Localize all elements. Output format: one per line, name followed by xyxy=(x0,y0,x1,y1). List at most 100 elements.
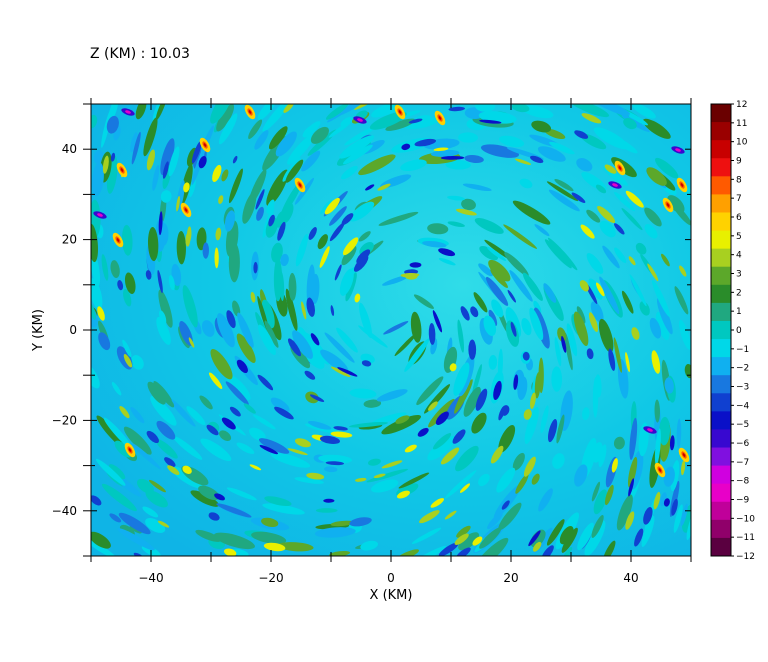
colorbar-segment xyxy=(711,284,731,304)
field-streak xyxy=(122,339,132,358)
field-streak xyxy=(96,415,127,449)
field-streak xyxy=(632,104,656,119)
field-core xyxy=(444,510,457,520)
colorbar-label: 2 xyxy=(736,288,742,298)
colorbar-label: 3 xyxy=(736,270,742,280)
field-core xyxy=(341,213,354,225)
colorbar-segment xyxy=(711,501,731,521)
field-streak xyxy=(404,338,430,372)
field-core xyxy=(507,289,517,303)
field-core xyxy=(162,161,169,179)
field-core xyxy=(513,374,519,390)
colorbar-label: −8 xyxy=(736,477,750,487)
colorbar-segment xyxy=(711,357,731,376)
field-streak xyxy=(457,319,465,353)
y-tick-label: 0 xyxy=(69,323,77,337)
field-core xyxy=(183,182,190,193)
field-core xyxy=(523,409,532,420)
field-streak xyxy=(158,289,173,328)
field-streak xyxy=(190,490,219,507)
field-core xyxy=(309,394,325,402)
colorbar-label: 10 xyxy=(736,138,748,148)
field-streak xyxy=(142,506,159,518)
field-streak xyxy=(118,512,151,535)
field-streak xyxy=(243,403,256,414)
field-peak xyxy=(438,116,442,120)
colorbar-label: 12 xyxy=(736,100,747,110)
field-core xyxy=(679,265,687,277)
field-streak xyxy=(123,288,132,307)
field-core xyxy=(167,465,180,475)
field-streak xyxy=(512,200,551,225)
field-streak xyxy=(270,452,311,468)
field-core xyxy=(334,264,342,281)
x-axis-title: X (KM) xyxy=(370,588,413,603)
colorbar-label: 8 xyxy=(736,175,742,185)
field-core xyxy=(97,306,105,321)
field-core xyxy=(223,548,237,556)
field-streak xyxy=(427,435,456,461)
field-streak xyxy=(358,154,396,176)
field-core xyxy=(263,542,286,552)
field-streak xyxy=(266,199,275,214)
colorbar-label: 4 xyxy=(736,251,742,261)
field-streak xyxy=(108,104,119,123)
field-streak xyxy=(381,414,422,435)
field-streak xyxy=(91,162,104,197)
field-streak xyxy=(136,478,154,494)
colorbar-segment xyxy=(711,212,731,232)
field-streak xyxy=(474,218,504,234)
field-streak xyxy=(593,127,629,150)
field-streak xyxy=(106,115,119,134)
field-streak xyxy=(152,164,160,191)
field-streak xyxy=(505,320,520,347)
field-core xyxy=(586,348,594,360)
colorbar-label: 1 xyxy=(736,307,742,317)
field-core xyxy=(523,456,536,477)
field-core xyxy=(215,227,222,241)
field-streak xyxy=(444,470,477,499)
field-streak xyxy=(216,503,252,518)
field-streak xyxy=(369,111,407,130)
field-streak xyxy=(130,407,145,424)
field-streak xyxy=(176,231,186,265)
field-core xyxy=(176,195,180,212)
field-streak xyxy=(498,502,522,531)
field-peak xyxy=(298,183,302,187)
colorbar xyxy=(710,103,732,557)
field-streak xyxy=(173,436,203,460)
field-core xyxy=(614,223,625,235)
field-streak xyxy=(598,444,607,468)
field-core xyxy=(268,214,275,227)
field-streak xyxy=(158,310,167,325)
field-streak xyxy=(554,178,574,192)
field-core xyxy=(428,323,436,345)
field-streak xyxy=(642,118,671,139)
field-streak xyxy=(224,210,236,232)
field-core xyxy=(355,477,367,482)
field-streak xyxy=(225,381,249,405)
field-streak xyxy=(341,165,358,180)
field-peak xyxy=(680,183,684,187)
field-streak xyxy=(586,253,604,274)
x-tick-labels: −40 −20 0 20 40 xyxy=(138,571,638,585)
field-peak xyxy=(116,238,120,242)
field-streak xyxy=(479,527,502,549)
colorbar-label: 5 xyxy=(736,232,742,242)
field-core xyxy=(448,106,466,112)
field-core xyxy=(377,183,391,191)
field-streak xyxy=(275,131,297,157)
field-core xyxy=(468,339,477,360)
field-core xyxy=(330,305,335,316)
field-core xyxy=(191,141,202,164)
field-streak xyxy=(551,366,563,392)
field-streak xyxy=(524,406,539,445)
field-streak xyxy=(646,167,667,186)
field-core xyxy=(438,542,459,556)
field-streak xyxy=(588,278,603,300)
field-core xyxy=(472,536,483,546)
field-peak xyxy=(184,208,188,212)
field-streak xyxy=(328,120,353,138)
z-level-label: Z (KM) : 10.03 xyxy=(90,46,190,62)
field-core xyxy=(651,350,661,374)
